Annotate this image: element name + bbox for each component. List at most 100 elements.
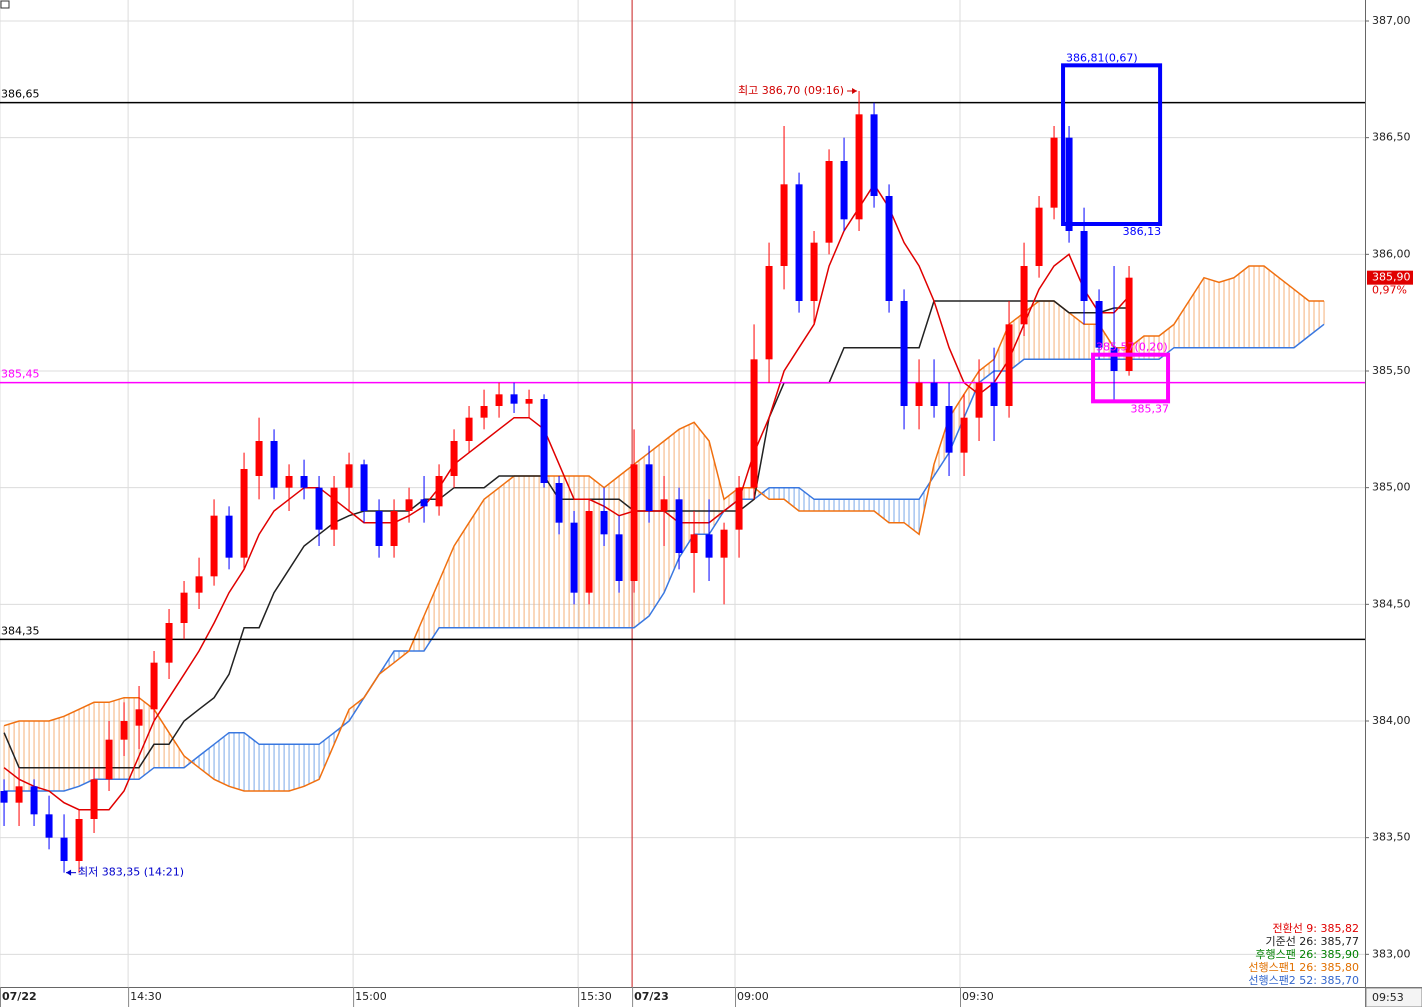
- candle-body: [255, 441, 263, 476]
- candle-body: [765, 266, 773, 360]
- candle-body: [720, 529, 728, 558]
- candle-body: [990, 382, 998, 406]
- y-tick-label: 384,00: [1372, 714, 1411, 727]
- price-line-label: 384,35: [1, 624, 40, 637]
- candle-body: [825, 161, 833, 243]
- current-time-box: [1365, 987, 1422, 1007]
- candle-body: [795, 184, 803, 301]
- candle-body: [690, 534, 698, 553]
- candle-body: [330, 487, 338, 530]
- candle-body: [735, 487, 743, 530]
- x-tick-label: 07/23: [634, 990, 669, 1003]
- candle-body: [885, 196, 893, 301]
- candle-body: [705, 534, 713, 558]
- candle-body: [480, 406, 488, 418]
- candle-body: [840, 161, 848, 220]
- candle-body: [360, 464, 368, 511]
- candle-body: [855, 114, 863, 220]
- candle-body: [1110, 347, 1118, 371]
- corner-icon[interactable]: [0, 0, 10, 9]
- candle-body: [540, 399, 548, 483]
- price-line-label: 385,45: [1, 368, 40, 381]
- x-tick-label: 09:00: [737, 990, 769, 1003]
- legend-entry: 기준선 26: 385,77: [1265, 935, 1359, 948]
- candle-body: [345, 464, 353, 488]
- candle-body: [960, 417, 968, 453]
- candle-body: [780, 184, 788, 266]
- y-tick-label: 386,50: [1372, 131, 1411, 144]
- candle-body: [630, 464, 638, 581]
- candle-body: [405, 499, 413, 511]
- tenkan-line: [3, 182, 1130, 811]
- candle-body: [810, 242, 818, 301]
- candle-body: [1125, 277, 1133, 371]
- x-tick-label: 09:30: [962, 990, 994, 1003]
- candle-body: [165, 623, 173, 663]
- candle-body: [450, 441, 458, 476]
- candle-body: [1065, 137, 1073, 231]
- candle-body: [615, 534, 623, 581]
- price-line-label: 386,65: [1, 88, 40, 101]
- candle-body: [645, 464, 653, 511]
- x-tick-label: 15:00: [355, 990, 387, 1003]
- legend-entry: 후행스팬 26: 385,90: [1255, 948, 1359, 961]
- current-time: 09:53: [1372, 991, 1404, 1004]
- change-label: 0,97%: [1372, 284, 1407, 297]
- candle-body: [60, 837, 68, 861]
- candle-body: [1035, 207, 1043, 266]
- candle-body: [420, 499, 428, 507]
- y-tick-label: 385,00: [1372, 481, 1411, 494]
- candle-body: [510, 394, 518, 404]
- highlight-box: [1091, 352, 1171, 404]
- candle-body: [1095, 301, 1103, 348]
- candle-body: [135, 709, 143, 726]
- candle-body: [525, 399, 533, 404]
- candle-body: [930, 382, 938, 406]
- candle-body: [465, 417, 473, 441]
- candle-body: [495, 394, 503, 406]
- highlight-box: [1061, 63, 1163, 227]
- span2-line: [4, 323, 1325, 792]
- x-tick-label: 07/22: [2, 990, 37, 1003]
- last-price-label: 385,90: [1372, 271, 1411, 284]
- candle-body: [315, 487, 323, 530]
- candle-body: [270, 441, 278, 488]
- candle-body: [375, 511, 383, 546]
- candle-body: [195, 576, 203, 593]
- span1-line: [3, 265, 1324, 792]
- candle-body: [975, 382, 983, 418]
- candle-body: [45, 814, 53, 838]
- box-bottom-label: 386,13: [1123, 225, 1162, 238]
- candle-body: [390, 511, 398, 546]
- marker-arrowhead: [852, 88, 858, 94]
- plot-area: [0, 0, 1365, 987]
- kijun-line: [3, 300, 1129, 769]
- y-tick-label: 384,50: [1372, 597, 1411, 610]
- candle-body: [660, 499, 668, 511]
- candle-body: [105, 739, 113, 780]
- candle-body: [120, 721, 128, 740]
- x-tick-label: 14:30: [130, 990, 162, 1003]
- candle-body: [585, 511, 593, 593]
- marker-label: 최저 383,35 (14:21): [78, 866, 184, 879]
- candle-body: [555, 483, 563, 523]
- candle-body: [915, 382, 923, 406]
- candle-body: [30, 786, 38, 815]
- legend-entry: 전환선 9: 385,82: [1272, 922, 1359, 935]
- candle-body: [285, 476, 293, 488]
- legend-entry: 선행스팬1 26: 385,80: [1248, 961, 1359, 974]
- candle-body: [300, 476, 308, 488]
- candle-body: [0, 791, 8, 803]
- candle-body: [600, 511, 608, 535]
- candle-body: [870, 114, 878, 196]
- candle-body: [1020, 266, 1028, 325]
- candle-body: [1050, 137, 1058, 208]
- candle-body: [225, 515, 233, 558]
- y-tick-label: 383,00: [1372, 947, 1411, 960]
- candle-body: [435, 476, 443, 507]
- x-tick-label: 15:30: [580, 990, 612, 1003]
- candle-body: [1080, 231, 1088, 301]
- y-tick-label: 385,50: [1372, 364, 1411, 377]
